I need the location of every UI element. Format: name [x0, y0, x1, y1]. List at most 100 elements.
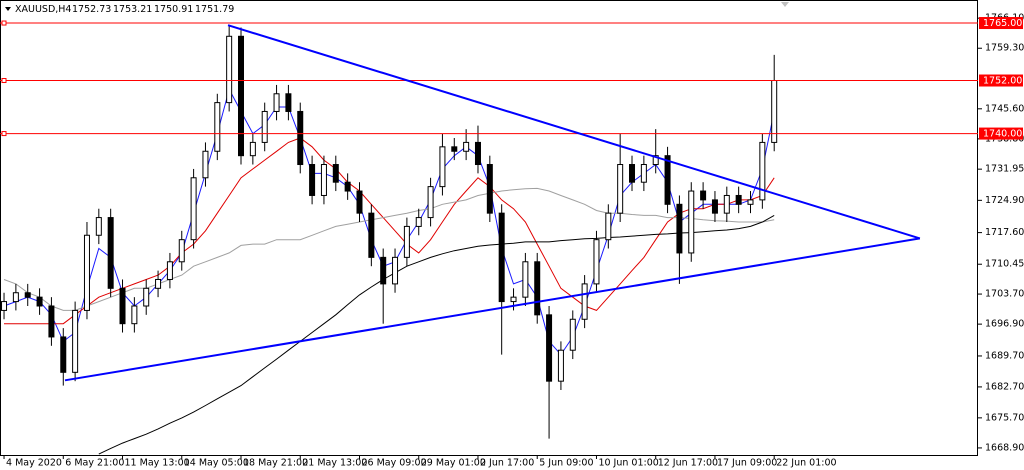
- candle-body: [273, 93, 280, 112]
- candle-body: [403, 225, 410, 258]
- candle-body: [320, 164, 327, 196]
- x-tick-label: 2 Jun 17:00: [480, 458, 534, 469]
- level-tag: [979, 127, 1023, 140]
- x-tick-label: 17 Jun 09:00: [717, 458, 777, 469]
- x-tick-label: 6 May 21:00: [65, 458, 124, 469]
- level-label: 1752.00: [983, 76, 1022, 87]
- candle-body: [95, 217, 102, 236]
- y-tick-label: 1731.95: [985, 164, 1024, 175]
- candle-body: [759, 141, 766, 201]
- candle-body: [629, 164, 636, 183]
- candle-body: [711, 199, 718, 214]
- level-anchor: [1, 78, 7, 84]
- x-tick-label: 22 Jun 01:00: [776, 458, 836, 469]
- candle-body: [676, 203, 683, 254]
- x-tick-label: 21 May 13:00: [302, 458, 367, 469]
- candle-body: [439, 146, 446, 188]
- level-anchor: [1, 131, 7, 137]
- y-tick-label: 1689.70: [985, 350, 1024, 361]
- candle-body: [1, 301, 8, 311]
- candle-body: [735, 194, 742, 205]
- level-tag: [979, 17, 1023, 30]
- candle-body: [486, 164, 493, 214]
- y-tick-label: 1717.60: [985, 227, 1024, 238]
- candle-body: [214, 102, 221, 152]
- candle-body: [368, 212, 375, 258]
- candle-body: [24, 292, 31, 298]
- candle-body: [498, 212, 505, 303]
- candle-body: [261, 110, 268, 143]
- candle-body: [617, 164, 624, 214]
- x-tick-label: 12 Jun 17:00: [658, 458, 718, 469]
- trendline: [64, 237, 921, 382]
- x-tick-label: 10 Jun 01:00: [598, 458, 658, 469]
- x-tick-label: 5 Jun 09:00: [539, 458, 593, 469]
- candle-body: [569, 318, 576, 351]
- ohlc-value: 1750.91: [154, 4, 193, 15]
- y-tick-label: 1668.90: [985, 442, 1024, 453]
- ohlc-value: 1752.73: [72, 4, 111, 15]
- candle-body: [474, 141, 481, 166]
- candle-body: [155, 278, 162, 289]
- candle-body: [309, 164, 316, 196]
- candle-body: [297, 110, 304, 166]
- candle-body: [747, 199, 754, 205]
- candle-body: [510, 296, 517, 303]
- candle-body: [652, 155, 659, 166]
- y-tick-label: 1696.90: [985, 319, 1024, 330]
- candle-body: [581, 283, 588, 320]
- candle-body: [688, 190, 695, 254]
- y-tick-label: 1675.70: [985, 412, 1024, 423]
- candle-body: [83, 234, 90, 311]
- x-tick-label: 26 May 09:00: [361, 458, 426, 469]
- level-tag: [979, 74, 1023, 87]
- moving-average: [4, 137, 775, 325]
- candle-body: [700, 190, 707, 201]
- moving-average: [98, 214, 775, 455]
- candle-body: [664, 155, 671, 205]
- candle-body: [107, 217, 114, 289]
- symbol: XAUUSD,H4: [15, 4, 71, 15]
- y-tick-label: 1759.30: [985, 43, 1024, 54]
- candle-body: [723, 194, 730, 214]
- candle-body: [238, 35, 245, 157]
- ohlc-value: 1751.79: [195, 4, 234, 15]
- y-tick-label: 1710.45: [985, 259, 1024, 270]
- candle-body: [190, 177, 197, 241]
- candle-body: [640, 164, 647, 183]
- candle-body: [546, 314, 553, 382]
- candle-body: [60, 336, 67, 373]
- candle-body: [12, 292, 19, 303]
- plot-frame: [0, 0, 978, 456]
- x-tick-label: 14 May 05:00: [184, 458, 249, 469]
- candle-body: [202, 150, 209, 179]
- candle-body: [557, 349, 564, 382]
- y-tick-label: 1724.90: [985, 195, 1024, 206]
- candle-body: [119, 287, 126, 325]
- x-tick-label: 29 May 01:00: [421, 458, 486, 469]
- candle-body: [451, 146, 458, 152]
- candle-body: [249, 141, 256, 157]
- candle-body: [143, 287, 150, 307]
- candle-body: [593, 239, 600, 285]
- candle-body: [427, 186, 434, 219]
- candles: [1, 24, 778, 439]
- candle-body: [392, 256, 399, 285]
- candle-body: [166, 261, 173, 280]
- y-tick-label: 1703.70: [985, 289, 1024, 300]
- candle-body: [380, 256, 387, 285]
- x-tick-label: 4 May 2020: [6, 458, 62, 469]
- moving-average: [3, 187, 775, 311]
- y-tick-label: 1682.70: [985, 381, 1024, 392]
- candle-body: [72, 309, 79, 373]
- level-label: 1740.00: [983, 129, 1022, 140]
- ohlc-value: 1753.21: [113, 4, 152, 15]
- candle-body: [463, 141, 470, 152]
- x-tick-label: 11 May 13:00: [125, 458, 190, 469]
- level-anchor: [1, 20, 7, 26]
- candle-body: [356, 190, 363, 214]
- level-label: 1765.00: [983, 18, 1022, 29]
- candle-body: [534, 261, 541, 316]
